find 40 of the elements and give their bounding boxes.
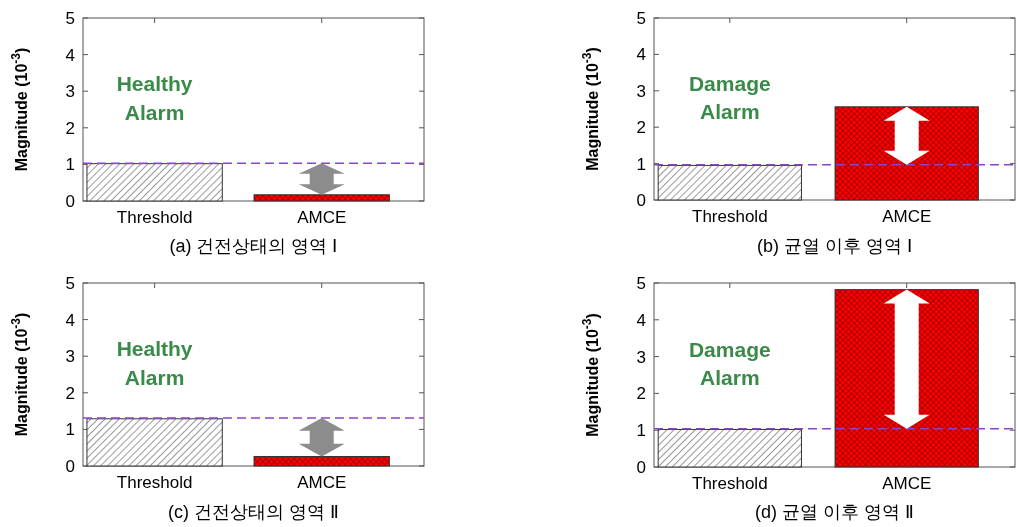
y-tick-label: 5 (636, 274, 646, 293)
y-tick-label: 2 (65, 383, 75, 403)
y-tick-label: 5 (65, 9, 75, 28)
annotation: Damage Alarm (688, 71, 771, 124)
x-tick-label: Threshold (692, 207, 768, 226)
x-tick-label: Threshold (116, 208, 193, 227)
x-tick-label: AMCE (882, 207, 932, 226)
x-tick-label: AMCE (297, 208, 347, 227)
text: (a) 건전상태의 영역 Ⅰ (169, 236, 338, 256)
y-tick-label: 3 (65, 347, 75, 367)
text: (b) 균열 이후 영역 Ⅰ (756, 236, 913, 256)
x-tick-label: Threshold (116, 473, 193, 492)
y-tick-label: 2 (65, 118, 75, 138)
y-tick-label: 4 (65, 45, 75, 65)
y-tick-label: 0 (65, 457, 75, 476)
y-tick-label: 1 (636, 154, 646, 174)
y-tick-label: 1 (636, 421, 646, 441)
annotation: Damage Alarm (688, 337, 771, 389)
y-tick-label: 4 (65, 310, 75, 330)
y-tick-label: 2 (636, 384, 646, 404)
annotation: Healthy Alarm (116, 337, 193, 389)
annotation: Healthy Alarm (116, 72, 193, 124)
y-tick-label: 0 (65, 192, 75, 211)
y-tick-label: 5 (636, 9, 646, 28)
y-tick-label: 0 (636, 458, 646, 477)
y-tick-label: 1 (65, 420, 75, 440)
x-tick-label: AMCE (297, 473, 347, 492)
x-tick-label: Threshold (692, 474, 768, 493)
y-tick-label: 1 (65, 155, 75, 175)
y-tick-label: 3 (65, 82, 75, 102)
text: (d) 균열 이후 영역 Ⅱ (754, 502, 915, 522)
y-tick-label: 4 (636, 45, 646, 65)
x-tick-label: AMCE (882, 474, 932, 493)
y-tick-label: 4 (636, 310, 646, 330)
y-tick-label: 0 (636, 191, 646, 210)
y-tick-label: 3 (636, 81, 646, 101)
y-tick-label: 5 (65, 274, 75, 293)
text: (c) 건전상태의 영역 Ⅱ (168, 502, 339, 522)
y-tick-label: 2 (636, 118, 646, 138)
y-tick-label: 3 (636, 347, 646, 367)
